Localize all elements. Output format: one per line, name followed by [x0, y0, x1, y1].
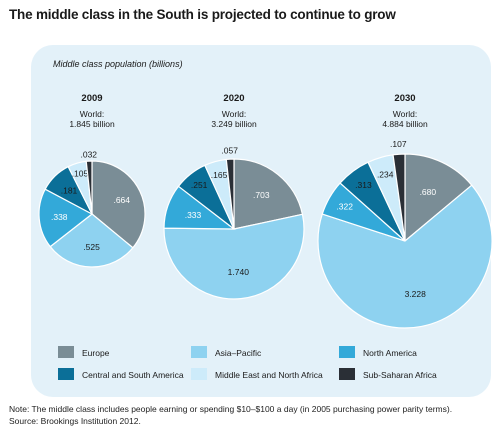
pie-slice-label: .107 [390, 139, 407, 149]
pie-slice [163, 213, 305, 300]
pie-world-value: 3.249 billion [211, 119, 257, 129]
pie-slice [225, 158, 235, 230]
pie-world-label: World: [222, 109, 246, 119]
legend-label: Central and South America [82, 370, 184, 380]
pie-world-label: World: [393, 109, 417, 119]
pie-slice-label: .525 [83, 242, 100, 252]
pie-slice-label: .680 [420, 187, 437, 197]
legend-label: Asia–Pacific [215, 348, 262, 358]
legend-label: Middle East and North Africa [215, 370, 323, 380]
pie-slice [233, 158, 304, 230]
pie-slice [392, 153, 406, 242]
pie-slice-label: .181 [61, 186, 78, 196]
pie-slice-label: .057 [221, 146, 238, 156]
pie-slice [91, 160, 146, 249]
pie-slice-label: .105 [72, 168, 89, 178]
legend-label: Europe [82, 348, 110, 358]
pie-slice-label: .251 [191, 180, 208, 190]
pie-world-value: 4.884 billion [382, 119, 428, 129]
legend-swatch [191, 346, 207, 358]
pie-world-value: 1.845 billion [69, 119, 115, 129]
chart-title: The middle class in the South is project… [9, 7, 396, 22]
source-text: Source: Brookings Institution 2012. [9, 416, 141, 426]
legend-swatch [339, 346, 355, 358]
pie-year-label: 2009 [81, 93, 102, 104]
pie-slice-label: .333 [185, 210, 202, 220]
pie-year-label: 2020 [223, 93, 244, 104]
pie-slice-label: .165 [211, 170, 228, 180]
pie-slice-label: .338 [51, 212, 68, 222]
pie-world-label: World: [80, 109, 104, 119]
pie-slice-label: .703 [253, 190, 270, 200]
pie-slice-label: 1.740 [228, 267, 250, 277]
pie-slice [404, 153, 473, 243]
pie-slice-label: .322 [336, 201, 353, 211]
pie-slice [49, 213, 134, 268]
legend-label: North America [363, 348, 417, 358]
legend-label: Sub-Saharan Africa [363, 370, 437, 380]
pie-slice-label: .313 [355, 180, 372, 190]
legend-swatch [58, 346, 74, 358]
pie-slice-label: .032 [80, 150, 97, 160]
pie-slice [85, 160, 93, 215]
note-text: Note: The middle class includes people e… [9, 404, 453, 414]
pie-slice [317, 184, 493, 329]
pie-slice-label: 3.228 [405, 289, 427, 299]
legend-swatch [58, 368, 74, 380]
pie-slice-label: .234 [377, 169, 394, 179]
chart-notes: Note: The middle class includes people e… [9, 403, 452, 427]
pie-year-label: 2030 [394, 93, 415, 104]
legend-swatch [191, 368, 207, 380]
pie-slice-label: .664 [113, 195, 130, 205]
chart-subtitle: Middle class population (billions) [53, 59, 183, 69]
legend-swatch [339, 368, 355, 380]
pie-slice [38, 188, 94, 248]
